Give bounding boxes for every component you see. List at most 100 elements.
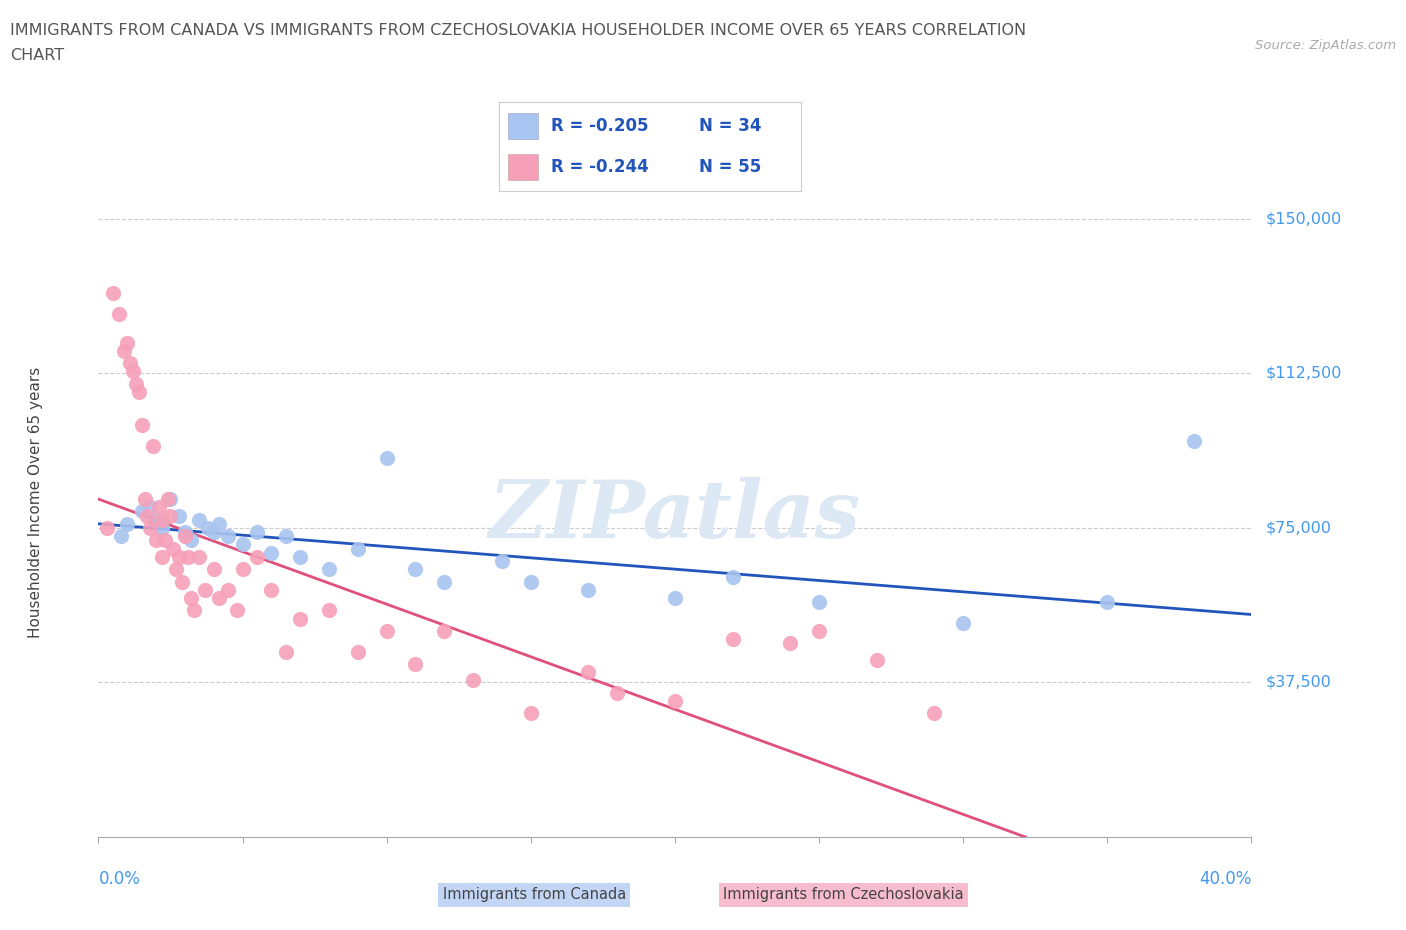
Point [318,562,340,577]
Point [375,450,398,465]
Point [197,521,219,536]
Point [202,525,225,539]
Text: Householder Income Over 65 years: Householder Income Over 65 years [28,366,42,638]
Point [346,541,368,556]
Point [131,504,153,519]
Text: Immigrants from Canada: Immigrants from Canada [443,887,626,902]
Point [405,657,427,671]
Point [120,355,142,370]
Point [721,631,744,646]
Point [779,636,801,651]
Point [318,603,340,618]
Text: 40.0%: 40.0% [1199,870,1251,887]
Point [1182,434,1205,449]
Point [274,644,297,659]
Text: $150,000: $150,000 [1265,211,1341,226]
Point [208,591,231,605]
Point [952,616,974,631]
Point [180,533,202,548]
Point [165,562,187,577]
Point [145,512,167,527]
Point [150,521,173,536]
Point [159,492,181,507]
Point [134,492,156,507]
Point [807,623,830,638]
Point [664,694,686,709]
Point [150,550,173,565]
Point [260,582,283,597]
Point [866,652,889,667]
Point [101,286,124,300]
Point [578,665,600,680]
Point [1097,594,1119,609]
Point [578,582,600,597]
Point [125,377,148,392]
Text: $75,000: $75,000 [1265,521,1331,536]
Point [167,550,190,565]
Point [117,516,138,531]
Point [150,512,173,527]
Point [139,500,162,515]
Point [96,521,118,536]
Point [433,574,456,589]
Point [260,545,283,560]
Text: ZIPatlas: ZIPatlas [489,477,860,554]
Point [225,603,247,618]
Text: IMMIGRANTS FROM CANADA VS IMMIGRANTS FROM CZECHOSLOVAKIA HOUSEHOLDER INCOME OVER: IMMIGRANTS FROM CANADA VS IMMIGRANTS FRO… [10,23,1026,38]
FancyBboxPatch shape [508,113,538,140]
Point [217,529,239,544]
Point [153,533,176,548]
Text: $112,500: $112,500 [1265,365,1341,381]
Point [922,706,945,721]
Point [117,335,138,350]
Point [167,508,190,523]
Point [208,516,231,531]
Point [188,512,211,527]
Point [188,550,211,565]
Point [606,685,628,700]
Point [177,550,200,565]
Point [202,562,225,577]
Point [170,574,193,589]
Point [217,582,239,597]
Point [174,529,197,544]
Point [139,521,162,536]
Point [520,706,543,721]
Point [142,438,165,453]
Text: 0.0%: 0.0% [98,870,141,887]
Point [136,508,159,523]
Text: CHART: CHART [10,48,63,63]
Point [148,500,170,515]
Point [112,343,135,358]
Point [290,611,312,626]
Text: R = -0.244: R = -0.244 [551,158,648,176]
Point [122,364,145,379]
Point [174,525,197,539]
Point [131,418,153,432]
Point [107,306,129,321]
Point [110,529,132,544]
Text: R = -0.205: R = -0.205 [551,117,648,135]
FancyBboxPatch shape [508,153,538,180]
Point [246,525,269,539]
Text: Source: ZipAtlas.com: Source: ZipAtlas.com [1256,39,1396,52]
Point [162,541,184,556]
Text: Immigrants from Czechoslovakia: Immigrants from Czechoslovakia [723,887,965,902]
Point [375,623,398,638]
Point [183,603,205,618]
Point [159,508,181,523]
Point [156,492,179,507]
Point [231,537,254,551]
Point [145,533,167,548]
Point [194,582,217,597]
Text: $37,500: $37,500 [1265,675,1331,690]
Point [807,594,830,609]
Point [405,562,427,577]
Point [664,591,686,605]
Point [461,673,484,688]
Text: N = 55: N = 55 [699,158,761,176]
Point [491,553,513,568]
Point [520,574,543,589]
Point [180,591,202,605]
Point [346,644,368,659]
